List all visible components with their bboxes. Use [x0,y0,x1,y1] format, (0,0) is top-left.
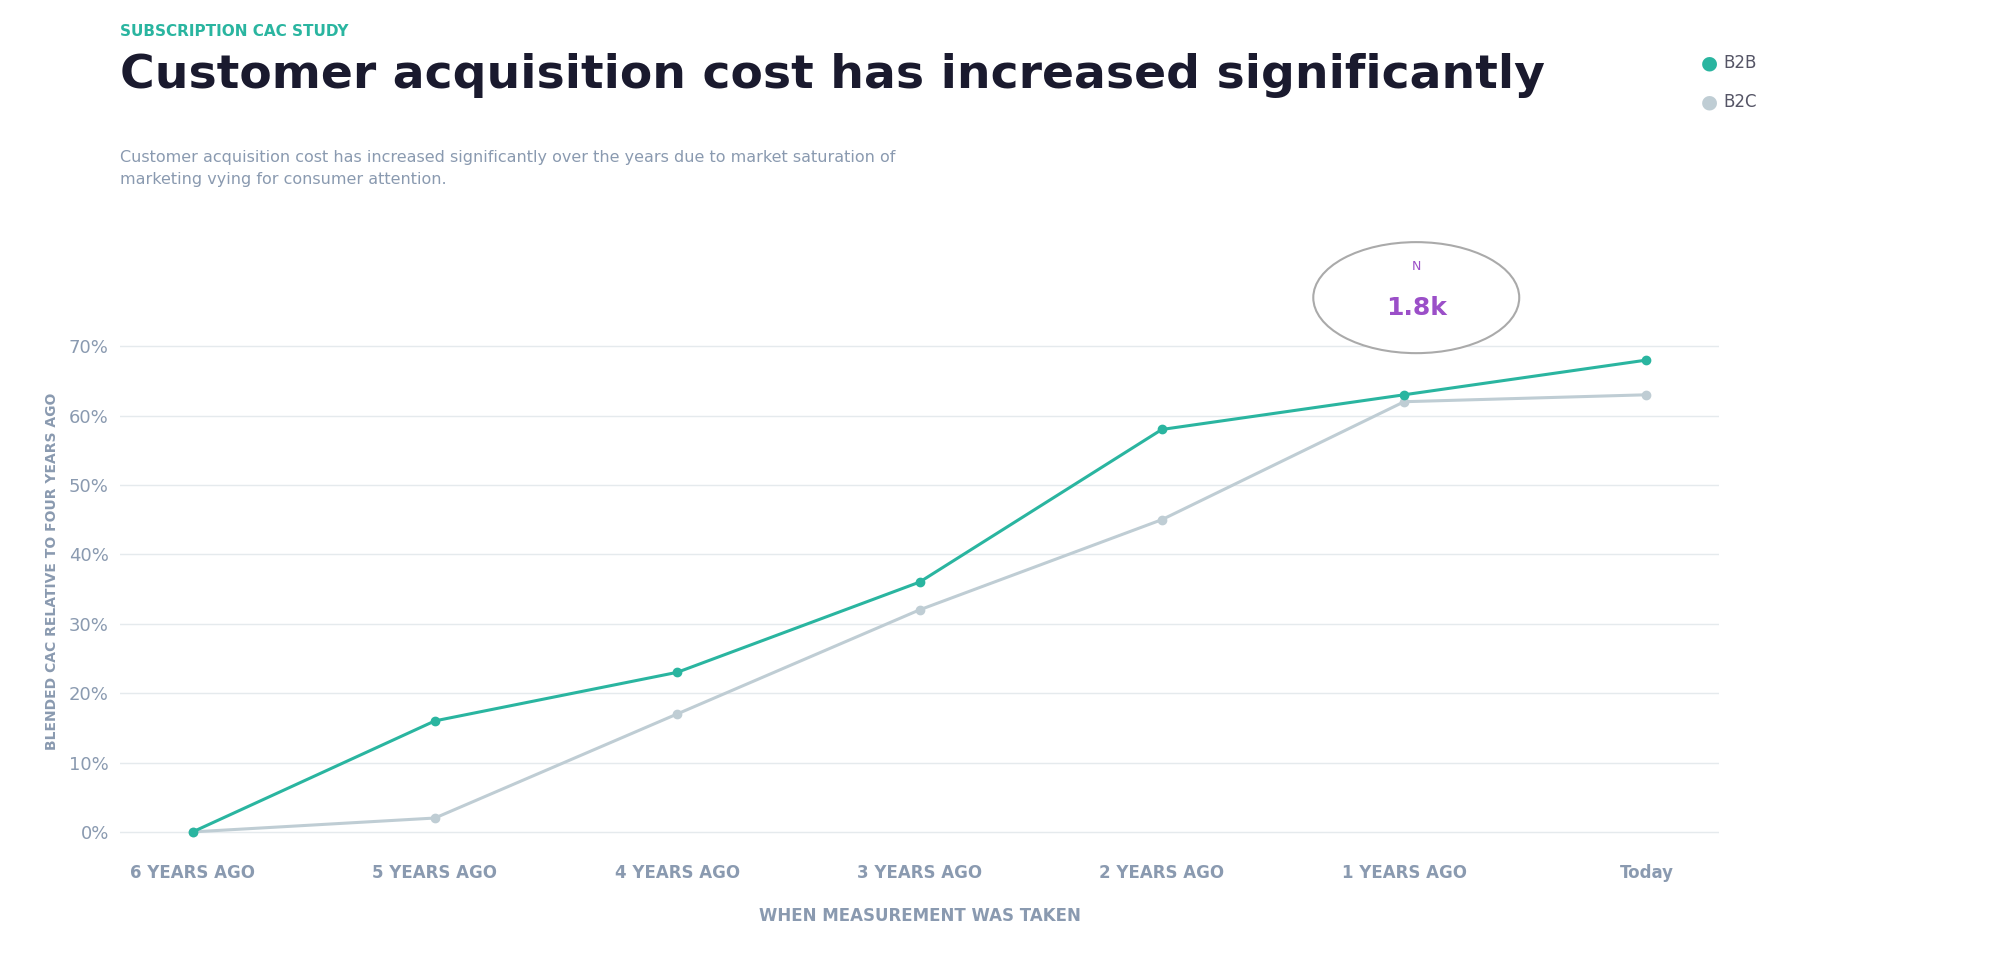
Text: N: N [1411,260,1421,273]
Text: Customer acquisition cost has increased significantly over the years due to mark: Customer acquisition cost has increased … [120,150,895,187]
Text: ●: ● [1700,53,1716,73]
Text: SUBSCRIPTION CAC STUDY: SUBSCRIPTION CAC STUDY [120,24,348,39]
Text: Customer acquisition cost has increased significantly: Customer acquisition cost has increased … [120,53,1544,98]
Text: ●: ● [1700,92,1716,111]
Text: B2C: B2C [1722,93,1756,110]
Ellipse shape [1313,242,1518,353]
Text: 1.8k: 1.8k [1385,297,1447,320]
Y-axis label: BLENDED CAC RELATIVE TO FOUR YEARS AGO: BLENDED CAC RELATIVE TO FOUR YEARS AGO [46,393,60,750]
Text: B2B: B2B [1722,54,1756,72]
X-axis label: WHEN MEASUREMENT WAS TAKEN: WHEN MEASUREMENT WAS TAKEN [757,907,1081,924]
